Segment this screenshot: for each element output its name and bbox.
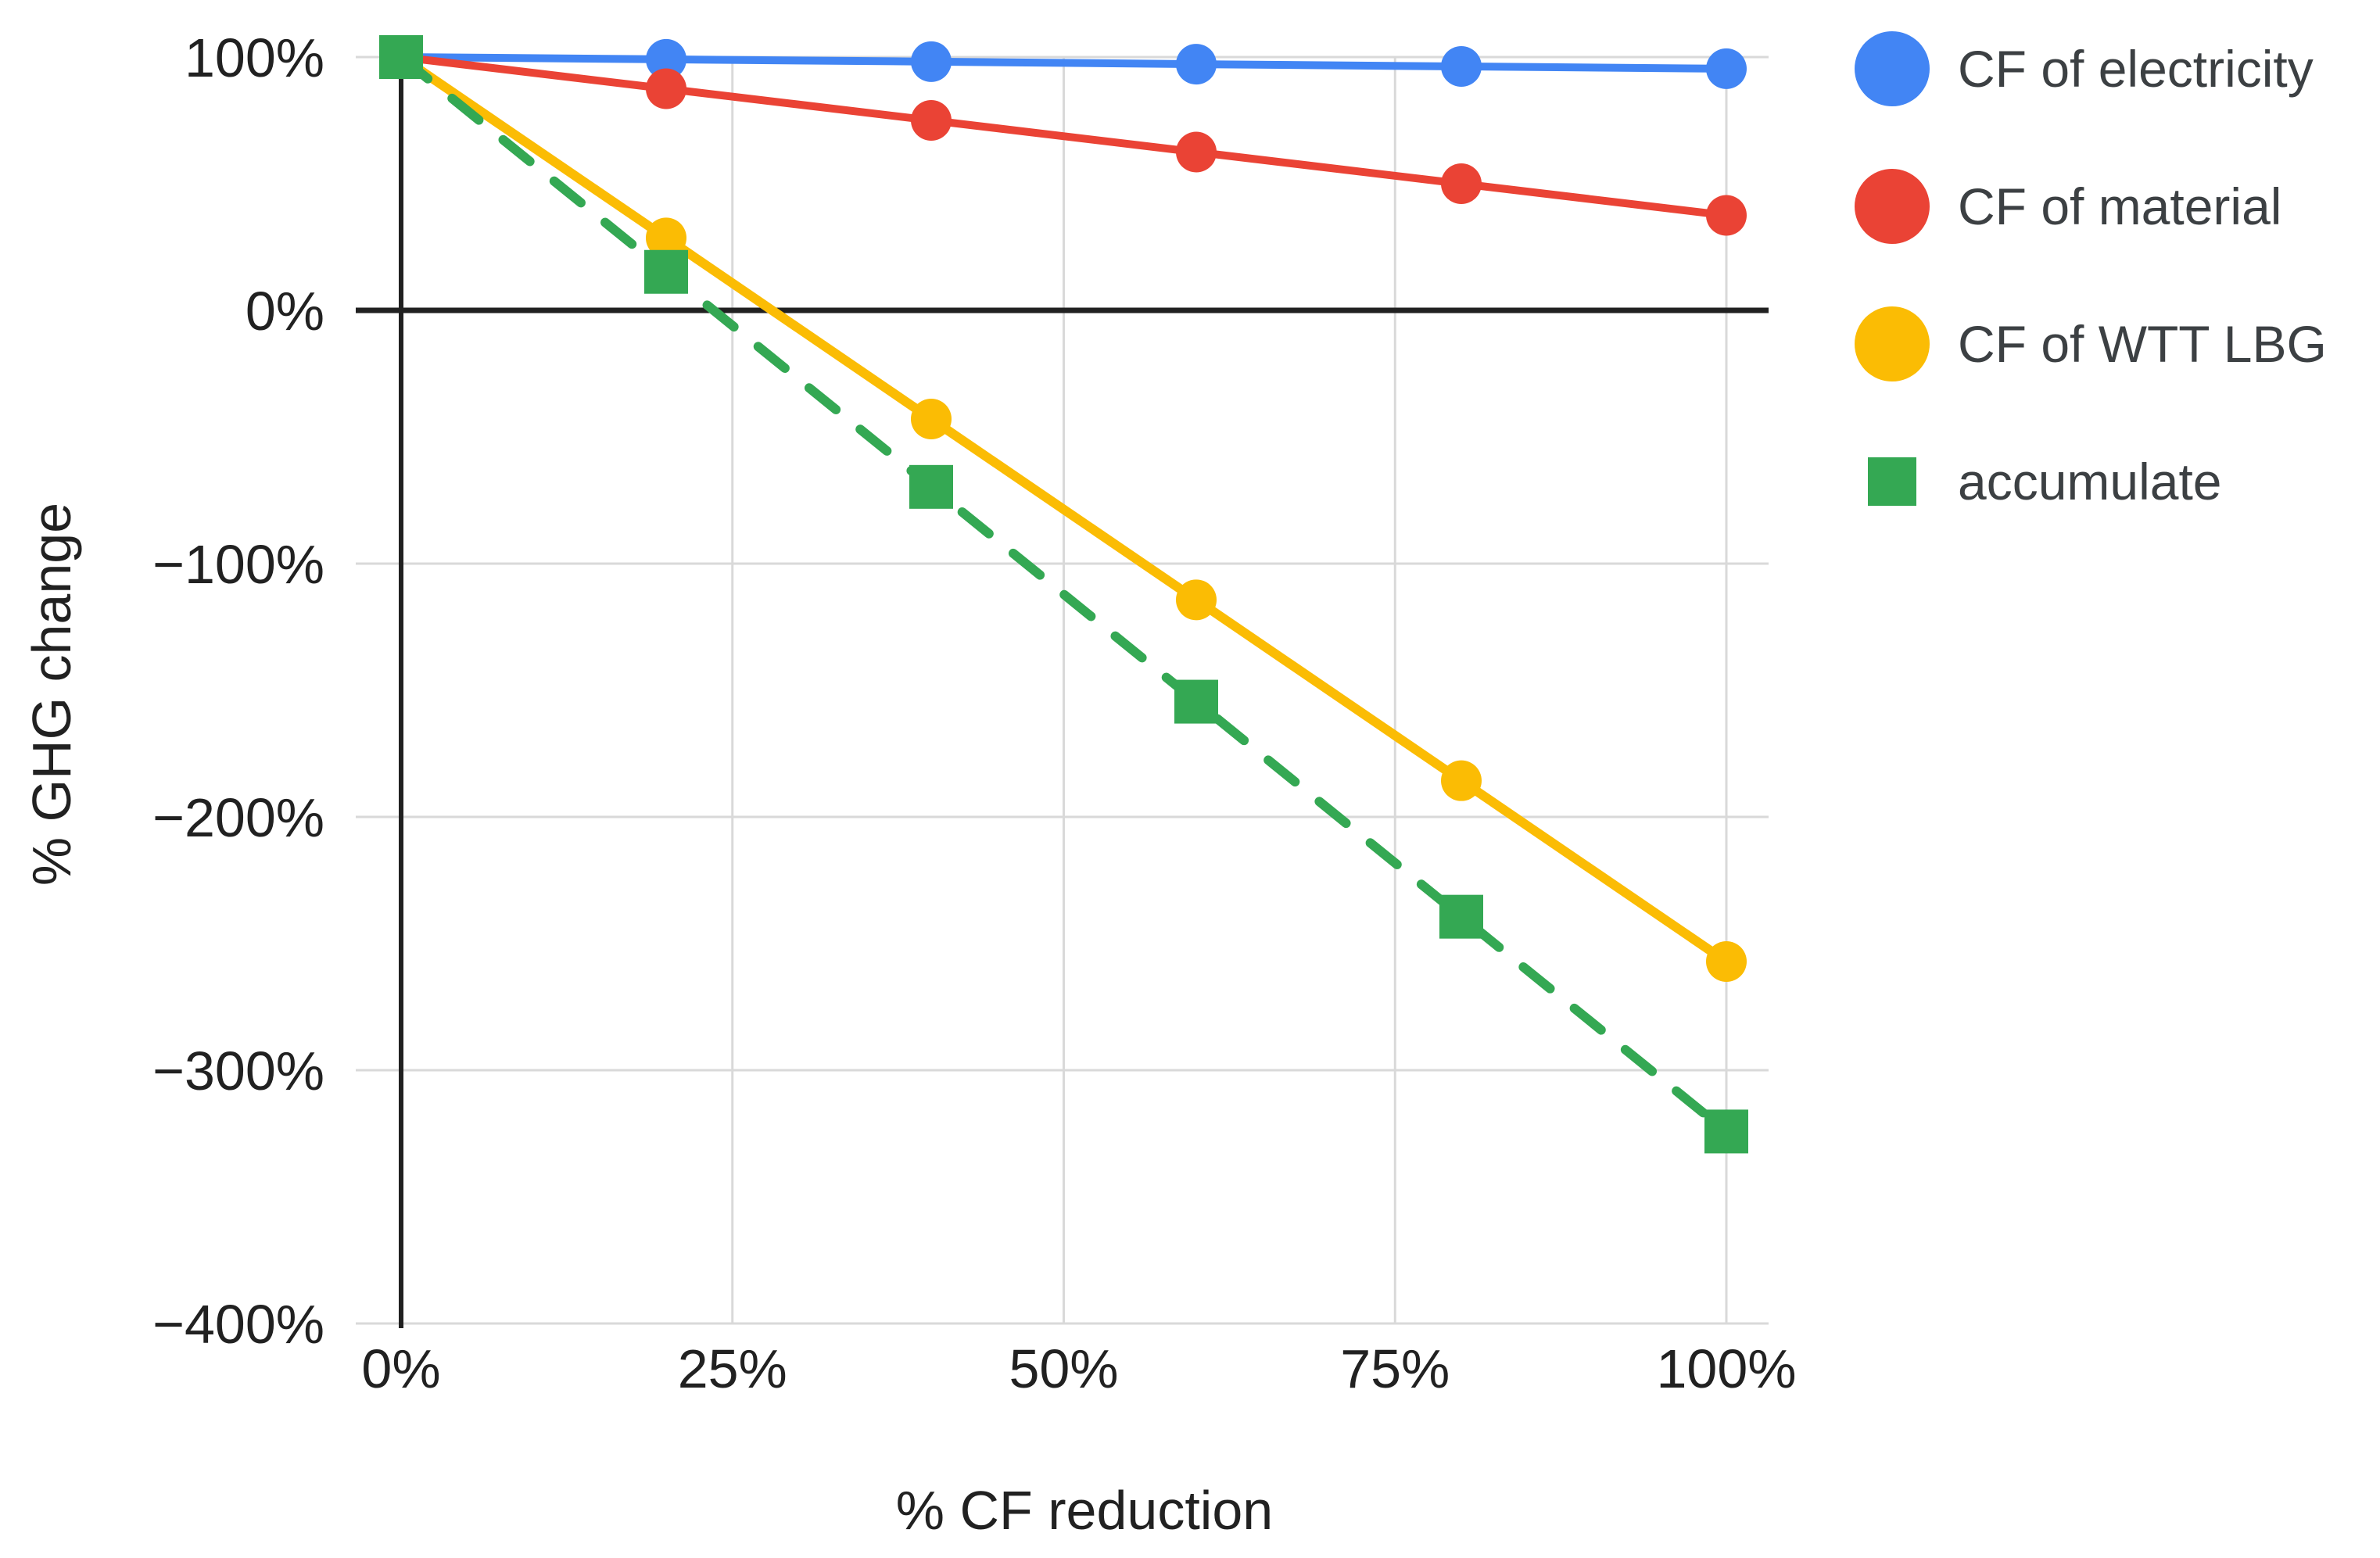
- data-point-marker: [646, 68, 686, 109]
- legend-swatch-color: [1855, 31, 1930, 106]
- x-tick-label: 100%: [1656, 1338, 1796, 1399]
- x-tick-label: 50%: [1009, 1338, 1118, 1399]
- x-tick-label: 0%: [361, 1338, 440, 1399]
- data-point-marker: [1704, 1109, 1748, 1154]
- data-point-marker: [379, 35, 423, 79]
- data-point-marker: [1706, 941, 1747, 983]
- data-point-marker: [911, 398, 952, 439]
- series-line: [396, 52, 1731, 967]
- data-point-marker: [1439, 894, 1483, 939]
- data-point-marker: [644, 249, 688, 294]
- data-point-marker: [1441, 45, 1482, 87]
- legend-item: CF of electricity: [1855, 0, 2327, 138]
- data-point-marker: [911, 100, 952, 141]
- legend-item: CF of material: [1855, 138, 2327, 275]
- data-point-marker: [1176, 579, 1217, 621]
- legend-circle-swatch: [1855, 306, 1930, 381]
- data-point-marker: [1176, 131, 1217, 173]
- y-tick-label: −100%: [152, 534, 324, 595]
- legend-circle-swatch: [1855, 31, 1930, 106]
- data-point-marker: [911, 41, 952, 82]
- y-tick-label: −300%: [152, 1040, 324, 1101]
- data-point-marker: [646, 217, 686, 259]
- x-tick-label: 75%: [1340, 1338, 1450, 1399]
- legend-item: accumulate: [1855, 413, 2327, 550]
- legend-swatch-color: [1868, 457, 1916, 506]
- y-axis-title: % GHG change: [21, 502, 82, 886]
- legend-label: accumulate: [1958, 453, 2222, 510]
- data-point-marker: [646, 38, 686, 80]
- x-axis-title: % CF reduction: [895, 1480, 1274, 1541]
- x-tick-label: 25%: [678, 1338, 787, 1399]
- legend-swatch-color: [1855, 306, 1930, 381]
- legend-label: CF of electricity: [1958, 40, 2314, 98]
- data-point-marker: [1174, 679, 1218, 724]
- y-tick-label: 100%: [185, 27, 324, 88]
- series-line: [397, 53, 1730, 73]
- series-line: [396, 52, 1731, 1137]
- y-tick-label: −200%: [152, 787, 324, 848]
- series-line: [397, 53, 1730, 220]
- legend-square-swatch: [1855, 444, 1930, 519]
- data-point-marker: [1706, 195, 1747, 236]
- y-tick-label: 0%: [246, 281, 324, 342]
- data-point-marker: [909, 464, 953, 509]
- legend-circle-swatch: [1855, 169, 1930, 244]
- y-tick-label: −400%: [152, 1294, 324, 1355]
- legend-swatch-color: [1855, 169, 1930, 244]
- data-point-marker: [1176, 44, 1217, 85]
- legend-label: CF of material: [1958, 177, 2282, 235]
- chart-legend: CF of electricity CF of material CF of WTT…: [1855, 0, 2327, 550]
- data-point-marker: [1441, 760, 1482, 801]
- data-point-marker: [1706, 48, 1747, 89]
- data-point-marker: [1441, 163, 1482, 204]
- legend-label: CF of WTT LBG: [1958, 315, 2327, 373]
- legend-item: CF of WTT LBG: [1855, 275, 2327, 413]
